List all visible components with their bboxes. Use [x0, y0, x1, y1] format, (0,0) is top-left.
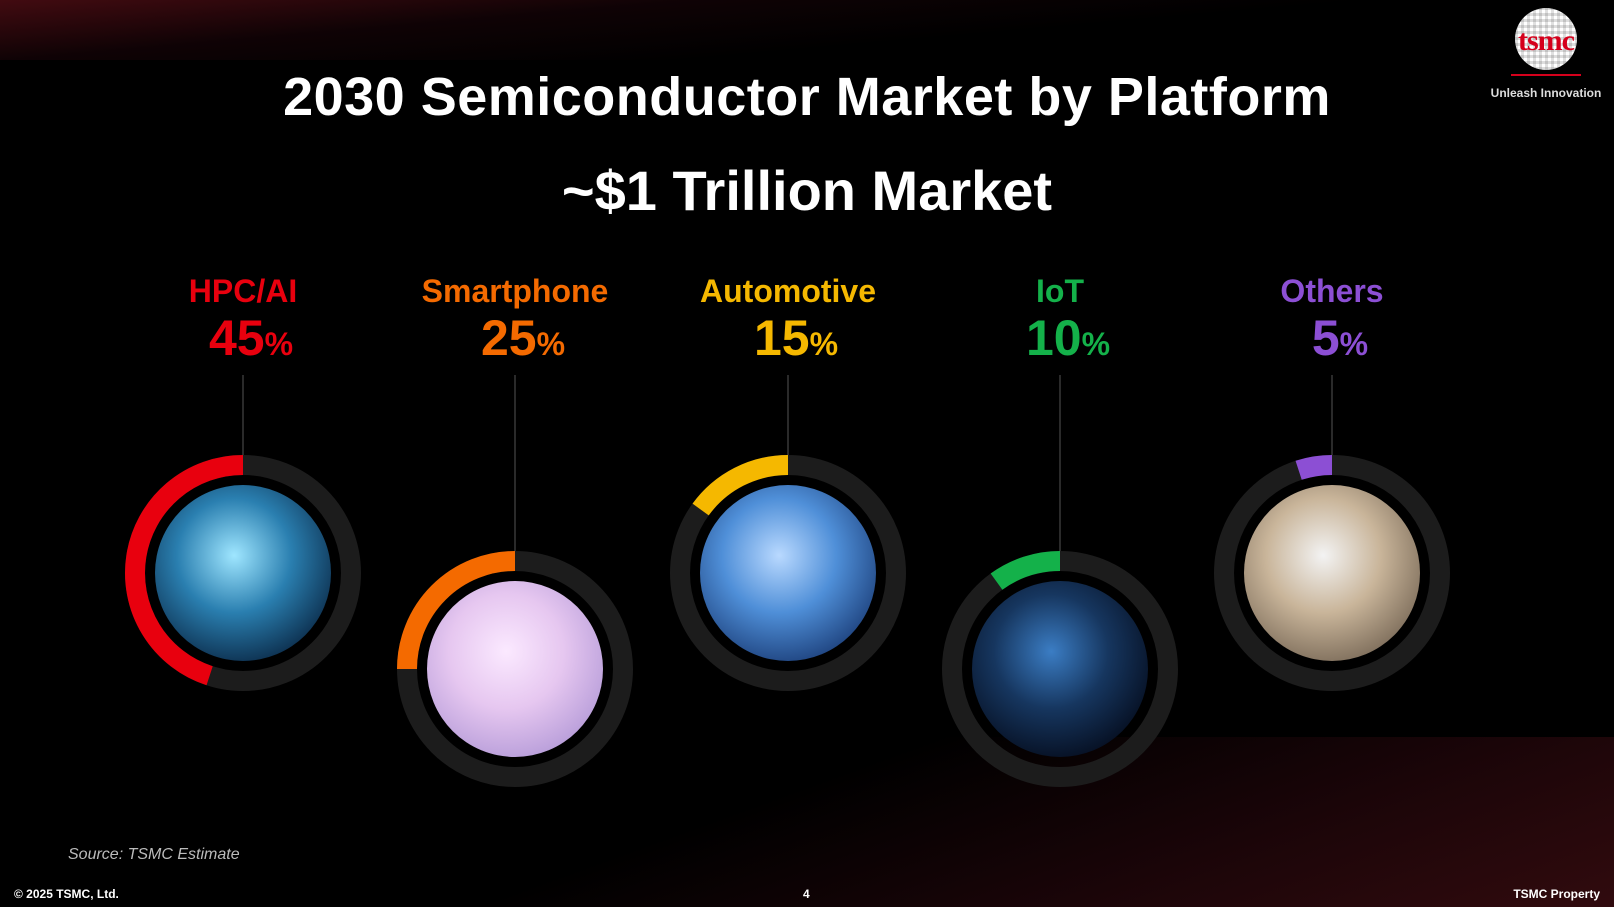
- donut-arc-automotive: [692, 455, 789, 516]
- value-unit-others: %: [1340, 326, 1368, 362]
- logo-wordmark: tsmc: [1518, 24, 1575, 57]
- logo-badge-icon: tsmc: [1515, 8, 1577, 70]
- value-label-iot: 10%: [1026, 310, 1110, 366]
- slide-title: 2030 Semiconductor Market by Platform: [283, 67, 1331, 127]
- category-label-iot: IoT: [1036, 273, 1084, 309]
- footer-copyright: © 2025 TSMC, Ltd.: [14, 887, 119, 901]
- value-unit-smartphone: %: [537, 326, 565, 362]
- footer-property: TSMC Property: [1513, 887, 1600, 901]
- collage-image: [1244, 485, 1420, 661]
- highway-traffic-image: [700, 485, 876, 661]
- smartphone-hand-image: [427, 581, 603, 757]
- logo-tagline: Unleash Innovation: [1490, 86, 1602, 100]
- value-number-iot: 10: [1026, 310, 1082, 366]
- city-skyline-image: [972, 581, 1148, 757]
- source-note: Source: TSMC Estimate: [68, 846, 240, 863]
- value-label-smartphone: 25%: [481, 310, 565, 366]
- donut-arc-smartphone: [397, 551, 516, 670]
- value-label-others: 5%: [1312, 310, 1368, 366]
- value-number-smartphone: 25: [481, 310, 537, 366]
- value-unit-hpc-ai: %: [265, 326, 293, 362]
- donut-arc-iot: [990, 551, 1061, 590]
- donut-arc-hpc-ai: [125, 455, 244, 686]
- category-label-automotive: Automotive: [700, 273, 876, 309]
- category-label-others: Others: [1280, 273, 1383, 309]
- value-unit-automotive: %: [810, 326, 838, 362]
- tsmc-logo: tsmc Unleash Innovation: [1486, 8, 1606, 100]
- value-number-automotive: 15: [754, 310, 810, 366]
- slide-subtitle: ~$1 Trillion Market: [561, 159, 1053, 222]
- logo-underline: [1511, 74, 1581, 76]
- data-center-image: [155, 485, 331, 661]
- footer-page-number: 4: [803, 887, 810, 901]
- category-label-smartphone: Smartphone: [422, 273, 609, 309]
- category-label-hpc-ai: HPC/AI: [189, 273, 297, 309]
- donut-arc-others: [1295, 455, 1333, 480]
- value-unit-iot: %: [1082, 326, 1110, 362]
- value-label-automotive: 15%: [754, 310, 838, 366]
- value-number-others: 5: [1312, 310, 1340, 366]
- value-label-hpc-ai: 45%: [209, 310, 293, 366]
- value-number-hpc-ai: 45: [209, 310, 265, 366]
